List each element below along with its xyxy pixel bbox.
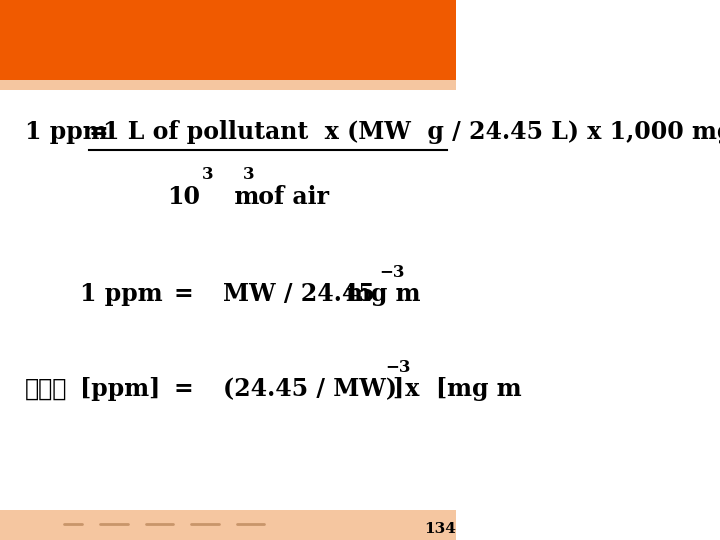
Text: 1 ppm: 1 ppm: [25, 120, 108, 144]
Text: 134: 134: [424, 522, 456, 536]
Text: 3: 3: [202, 166, 213, 183]
Text: หรอ: หรอ: [25, 377, 68, 401]
Text: 1 L of pollutant  x (MW  g / 24.45 L) x 1,000 mg / 1 g: 1 L of pollutant x (MW g / 24.45 L) x 1,…: [102, 120, 720, 144]
Text: [ppm]: [ppm]: [80, 377, 160, 401]
Bar: [0, 80, 456, 90]
Text: mg m: mg m: [346, 282, 420, 306]
Text: (24.45 / MW) x  [mg m: (24.45 / MW) x [mg m: [223, 377, 522, 401]
Text: 1 ppm: 1 ppm: [80, 282, 163, 306]
Text: m: m: [218, 185, 259, 209]
Text: of air: of air: [250, 185, 329, 209]
Text: 3: 3: [243, 166, 255, 183]
Text: −3: −3: [379, 264, 405, 281]
Text: =: =: [89, 120, 109, 144]
Text: 10: 10: [168, 185, 200, 209]
Bar: [0, 510, 456, 540]
Text: MW / 24.45: MW / 24.45: [223, 282, 375, 306]
Text: −3: −3: [385, 359, 410, 376]
Text: =: =: [174, 377, 193, 401]
Text: =: =: [174, 282, 193, 306]
Text: ]: ]: [393, 377, 404, 401]
Bar: [0, 0, 456, 80]
